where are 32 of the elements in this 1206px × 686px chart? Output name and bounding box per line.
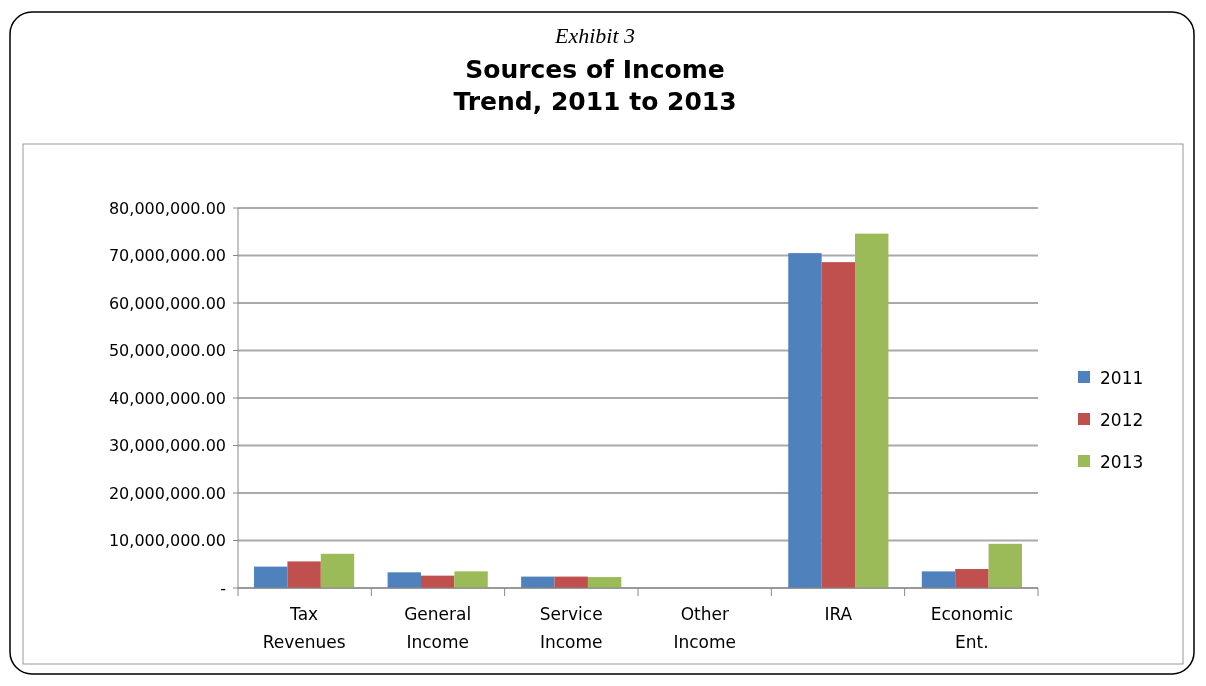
legend-label: 2012: [1100, 409, 1144, 430]
bar: [921, 571, 956, 588]
y-tick-label: 30,000,000.00: [108, 436, 226, 456]
x-tick-label: Other Income: [673, 604, 737, 652]
bar: [454, 571, 488, 588]
y-tick-label: 20,000,000.00: [108, 483, 226, 503]
y-tick-label: -: [220, 578, 226, 598]
text: Exhibit 3: [553, 23, 636, 48]
x-tick-label: Economic Ent.: [930, 604, 1014, 652]
chart-title: Sources of Income Trend, 2011 to 2013: [453, 55, 737, 116]
y-tick-label: 50,000,000.00: [108, 341, 226, 361]
y-tick-label: 60,000,000.00: [108, 293, 226, 313]
bar: [320, 553, 355, 588]
x-tick-label: Tax Revenues: [262, 604, 346, 652]
y-tick-label: 80,000,000.00: [108, 198, 226, 218]
y-tick-label: 10,000,000.00: [108, 531, 226, 551]
bar: [287, 561, 321, 588]
y-tick-label: 40,000,000.00: [108, 388, 226, 408]
bar: [855, 233, 889, 588]
bar: [821, 262, 856, 588]
legend-label: 2013: [1100, 451, 1144, 472]
legend-label: 2011: [1100, 367, 1144, 388]
x-tick-label: General Income: [404, 604, 472, 652]
bar: [254, 566, 288, 588]
y-tick-label: 70,000,000.00: [108, 246, 226, 266]
bar: [788, 253, 822, 588]
x-tick-label: Service Income: [539, 604, 603, 652]
bar: [387, 572, 421, 588]
x-tick-label: IRA: [824, 604, 853, 624]
bar: [988, 543, 1022, 588]
bar: [587, 577, 622, 588]
bar: [955, 569, 989, 588]
